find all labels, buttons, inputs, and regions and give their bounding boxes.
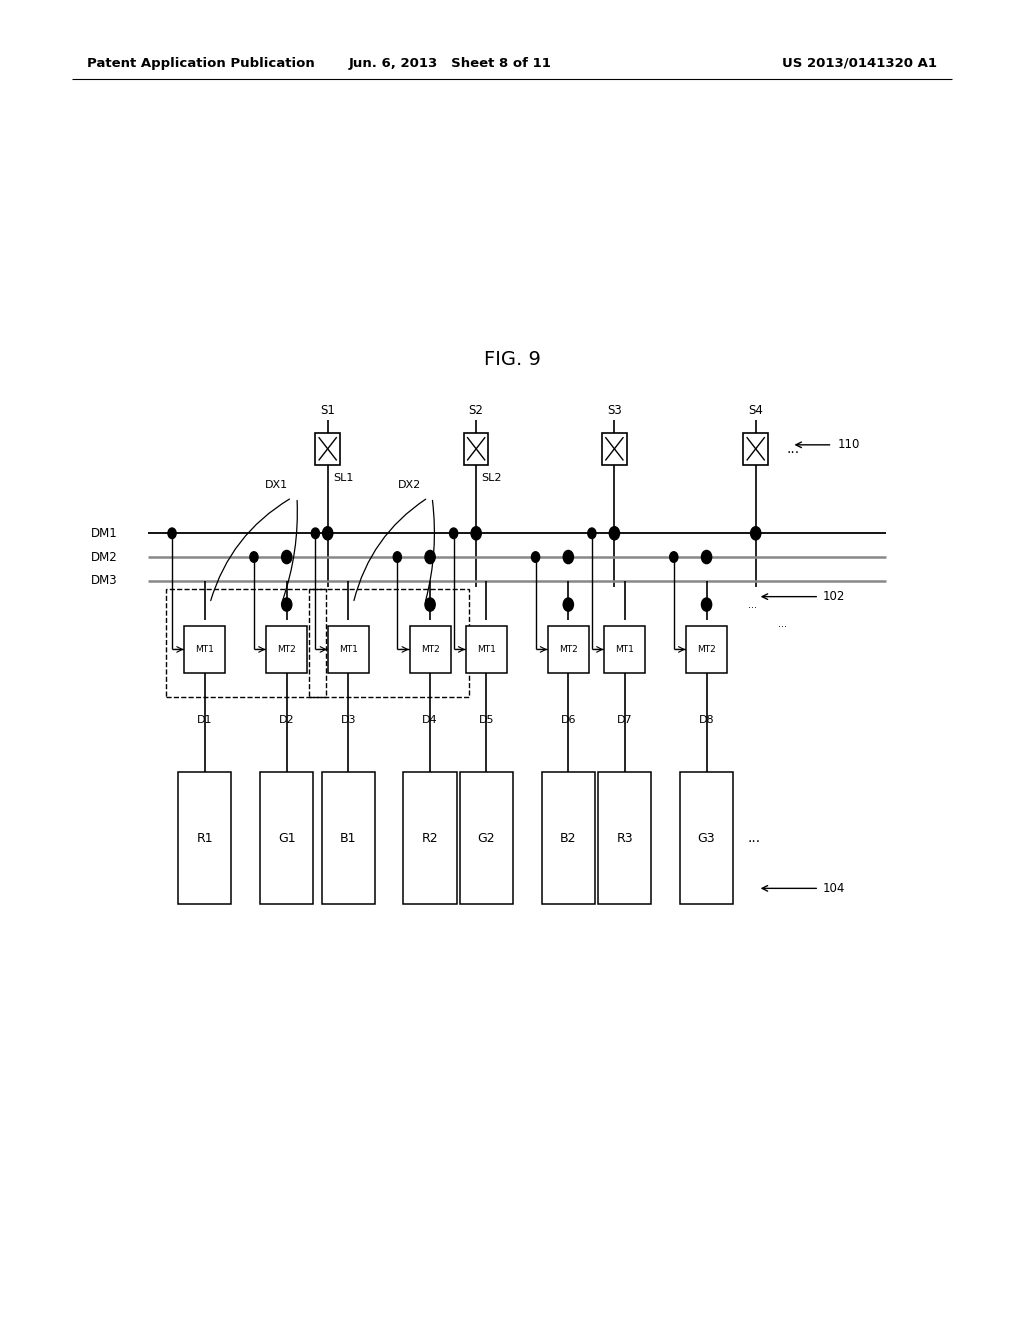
Circle shape — [670, 552, 678, 562]
Text: ...: ... — [748, 599, 757, 610]
Bar — [598, 772, 651, 904]
Text: Patent Application Publication: Patent Application Publication — [87, 57, 314, 70]
Bar — [604, 626, 645, 673]
Bar — [548, 626, 589, 673]
Text: D4: D4 — [422, 715, 438, 726]
Circle shape — [311, 528, 319, 539]
Text: S1: S1 — [321, 404, 335, 417]
Text: MT2: MT2 — [278, 645, 296, 653]
Circle shape — [563, 598, 573, 611]
Bar — [315, 433, 340, 465]
Text: R2: R2 — [422, 832, 438, 845]
Bar — [309, 589, 469, 697]
Text: 110: 110 — [838, 438, 860, 451]
Circle shape — [425, 598, 435, 611]
Text: D1: D1 — [197, 715, 213, 726]
Circle shape — [282, 598, 292, 611]
Text: DM1: DM1 — [91, 527, 118, 540]
Circle shape — [563, 550, 573, 564]
Circle shape — [751, 527, 761, 540]
Circle shape — [701, 598, 712, 611]
Text: 104: 104 — [822, 882, 845, 895]
Bar — [410, 626, 451, 673]
Text: DX1: DX1 — [265, 480, 288, 491]
Text: R1: R1 — [197, 832, 213, 845]
Bar — [184, 626, 225, 673]
Bar — [328, 626, 369, 673]
Text: MT1: MT1 — [477, 645, 496, 653]
Bar — [602, 433, 627, 465]
Circle shape — [588, 528, 596, 539]
Text: G1: G1 — [278, 832, 296, 845]
Text: G2: G2 — [477, 832, 496, 845]
Text: ...: ... — [748, 832, 761, 845]
Text: SL1: SL1 — [333, 473, 353, 483]
Text: S3: S3 — [607, 404, 622, 417]
Text: D2: D2 — [279, 715, 295, 726]
Text: MT1: MT1 — [339, 645, 357, 653]
Text: G3: G3 — [697, 832, 716, 845]
Circle shape — [450, 528, 458, 539]
Bar — [466, 626, 507, 673]
Circle shape — [323, 527, 333, 540]
Text: B2: B2 — [560, 832, 577, 845]
Text: MT1: MT1 — [196, 645, 214, 653]
Circle shape — [425, 550, 435, 564]
Text: DX2: DX2 — [398, 480, 421, 491]
Bar — [680, 772, 733, 904]
Text: SL2: SL2 — [481, 473, 502, 483]
Text: 102: 102 — [822, 590, 845, 603]
Circle shape — [168, 528, 176, 539]
Bar — [260, 772, 313, 904]
Text: US 2013/0141320 A1: US 2013/0141320 A1 — [782, 57, 937, 70]
Circle shape — [471, 527, 481, 540]
Circle shape — [609, 527, 620, 540]
Bar — [464, 433, 488, 465]
Bar — [686, 626, 727, 673]
Text: MT1: MT1 — [615, 645, 634, 653]
Text: B1: B1 — [340, 832, 356, 845]
Text: D7: D7 — [616, 715, 633, 726]
Text: MT2: MT2 — [421, 645, 439, 653]
Circle shape — [701, 550, 712, 564]
Text: ...: ... — [778, 619, 787, 630]
Text: D6: D6 — [560, 715, 577, 726]
Text: DM3: DM3 — [91, 574, 118, 587]
Text: S4: S4 — [749, 404, 763, 417]
Circle shape — [282, 550, 292, 564]
Circle shape — [250, 552, 258, 562]
Text: D5: D5 — [478, 715, 495, 726]
Text: MT2: MT2 — [559, 645, 578, 653]
Text: DM2: DM2 — [91, 550, 118, 564]
Text: D8: D8 — [698, 715, 715, 726]
Bar — [178, 772, 231, 904]
Text: ...: ... — [786, 442, 800, 455]
Text: FIG. 9: FIG. 9 — [483, 350, 541, 368]
Bar — [166, 589, 326, 697]
Bar — [743, 433, 768, 465]
Text: Jun. 6, 2013   Sheet 8 of 11: Jun. 6, 2013 Sheet 8 of 11 — [349, 57, 552, 70]
Text: S2: S2 — [469, 404, 483, 417]
Text: R3: R3 — [616, 832, 633, 845]
Bar — [460, 772, 513, 904]
Bar — [322, 772, 375, 904]
Text: D3: D3 — [340, 715, 356, 726]
Circle shape — [531, 552, 540, 562]
Bar — [542, 772, 595, 904]
Text: MT2: MT2 — [697, 645, 716, 653]
Bar — [403, 772, 457, 904]
Circle shape — [393, 552, 401, 562]
Bar — [266, 626, 307, 673]
